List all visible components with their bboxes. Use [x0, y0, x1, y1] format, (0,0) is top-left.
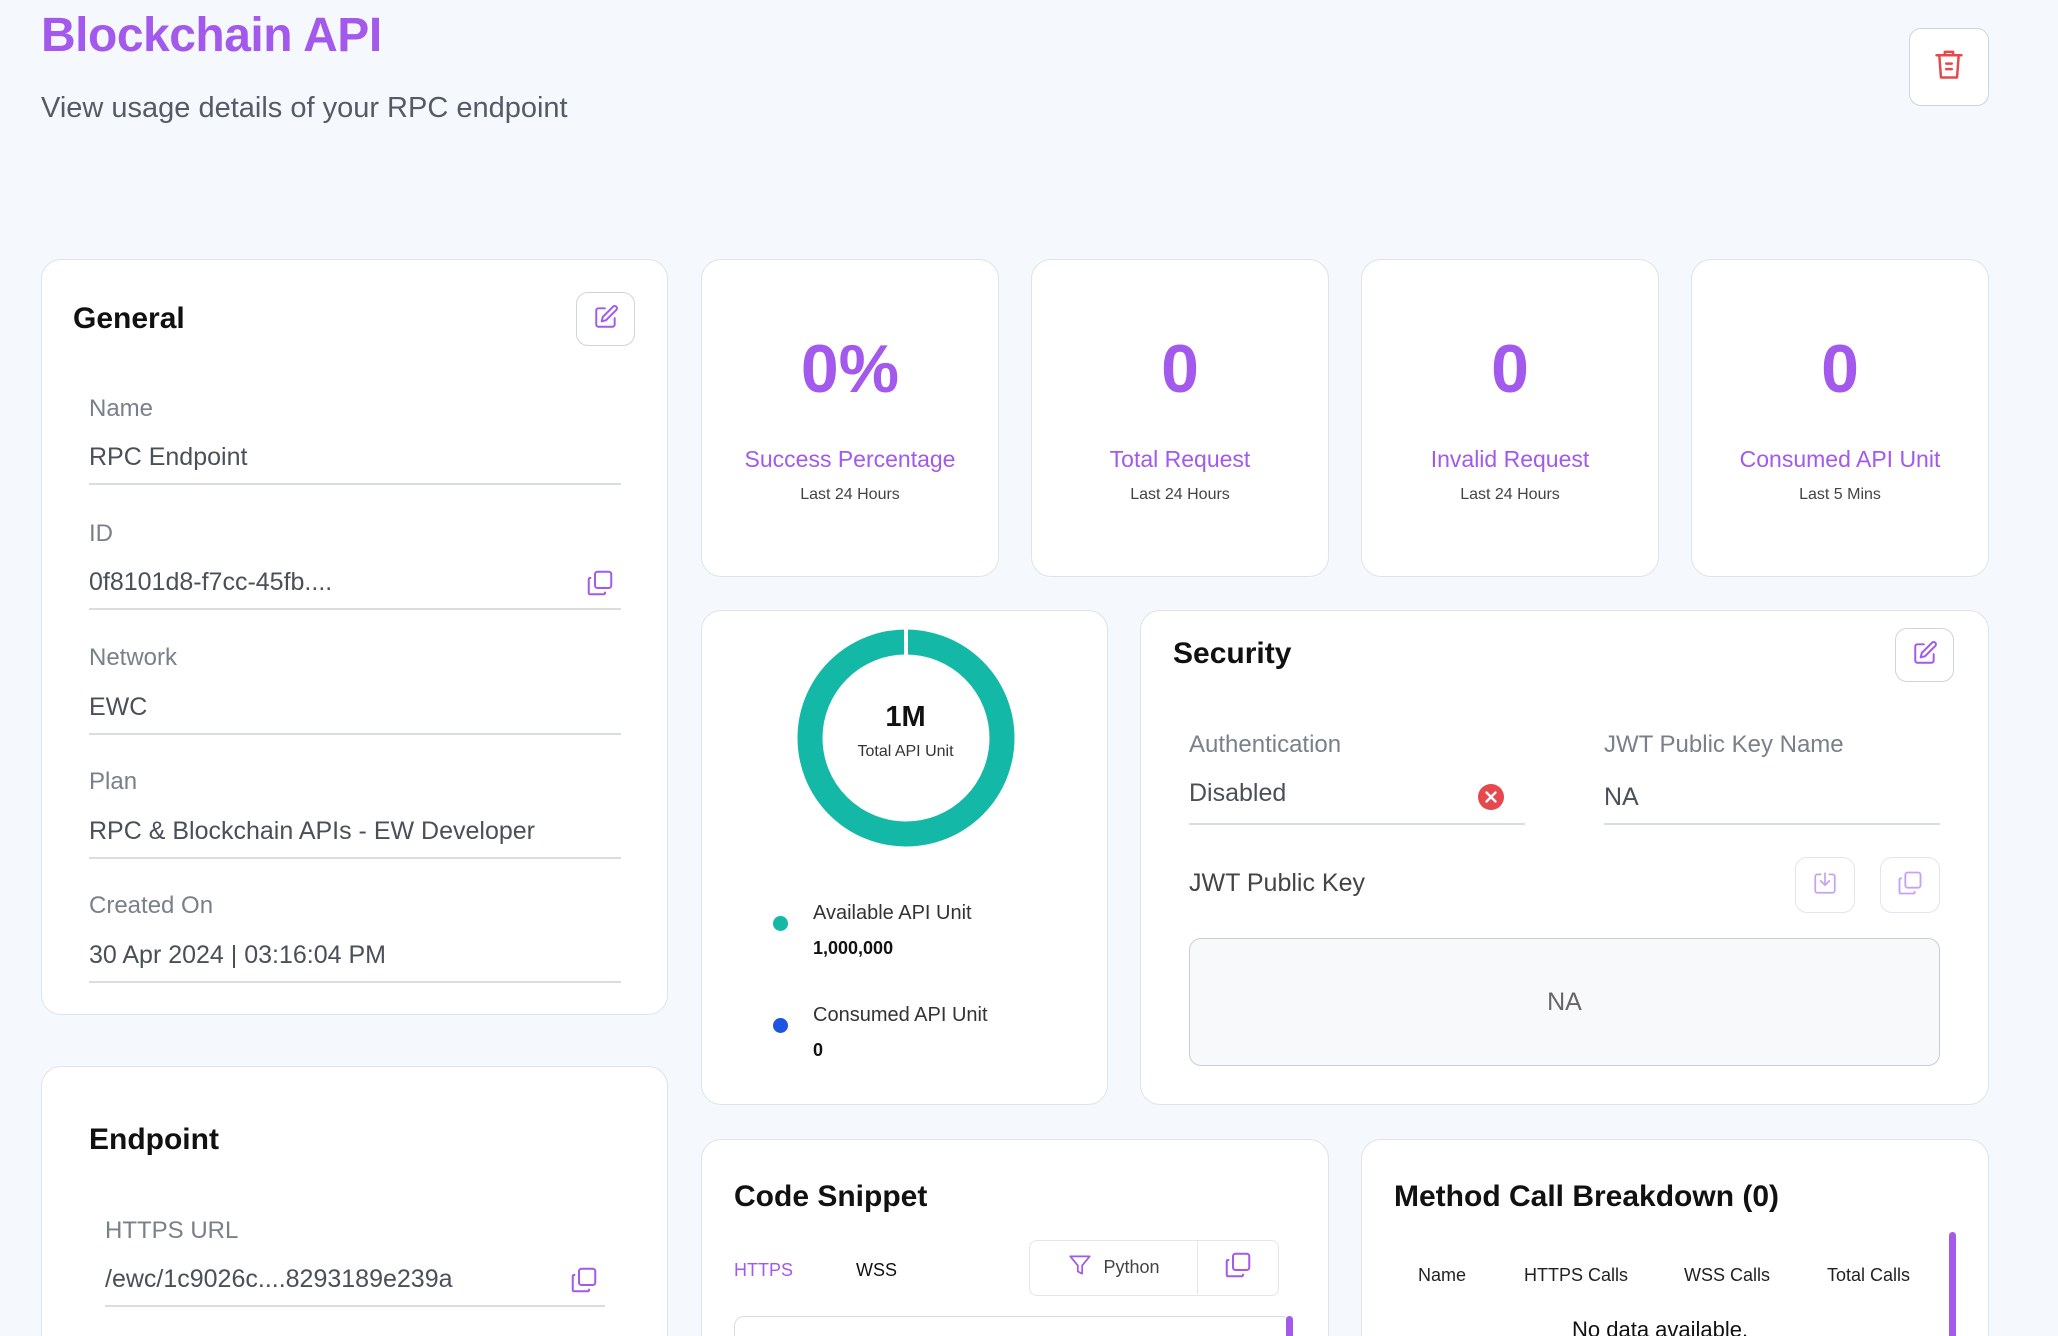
- id-label: ID: [89, 520, 113, 547]
- id-value: 0f8101d8-f7cc-45fb....: [89, 568, 333, 596]
- method-call-breakdown-card: Method Call Breakdown (0) Name HTTPS Cal…: [1361, 1139, 1989, 1336]
- tab-https[interactable]: HTTPS: [734, 1260, 794, 1280]
- copy-snippet-button[interactable]: [1198, 1241, 1278, 1294]
- copy-icon: [1896, 869, 1924, 902]
- security-edit-button[interactable]: [1895, 628, 1954, 682]
- consumed-value: 0: [813, 1040, 824, 1060]
- column-header-name[interactable]: Name: [1418, 1265, 1467, 1285]
- stat-sub: Last 5 Mins: [1799, 486, 1881, 503]
- created-on-label: Created On: [89, 892, 214, 919]
- column-header-https-calls[interactable]: HTTPS Calls: [1524, 1265, 1629, 1285]
- stat-card-total-request: 0 Total Request Last 24 Hours: [1031, 259, 1329, 577]
- table-scrollbar[interactable]: [1949, 1232, 1956, 1336]
- page-title: Blockchain API: [41, 9, 382, 62]
- stat-card-consumed-api-unit: 0 Consumed API Unit Last 5 Mins: [1691, 259, 1989, 577]
- language-label: Python: [1103, 1257, 1160, 1277]
- https-url-value: /ewc/1c9026c....8293189e239a: [105, 1265, 453, 1293]
- security-card: Security Authentication Disabled JWT Pub…: [1140, 610, 1989, 1105]
- stat-value: 0: [1491, 331, 1529, 407]
- edit-icon: [593, 304, 619, 335]
- network-label: Network: [89, 644, 178, 671]
- stat-card-success: 0% Success Percentage Last 24 Hours: [701, 259, 999, 577]
- available-legend-dot: [773, 916, 788, 931]
- snippet-toolbar: Python: [1029, 1240, 1279, 1296]
- stat-label: Success Percentage: [744, 446, 956, 472]
- divider: [1604, 823, 1940, 825]
- created-on-value: 30 Apr 2024 | 03:16:04 PM: [89, 941, 386, 969]
- general-edit-button[interactable]: [576, 292, 635, 346]
- trash-icon: [1932, 47, 1966, 88]
- security-title: Security: [1173, 637, 1292, 670]
- divider: [89, 981, 621, 983]
- method-breakdown-title: Method Call Breakdown (0): [1394, 1180, 1780, 1213]
- https-url-label: HTTPS URL: [105, 1217, 239, 1244]
- download-key-button[interactable]: [1795, 857, 1855, 913]
- stat-label: Invalid Request: [1430, 446, 1590, 472]
- plan-value: RPC & Blockchain APIs - EW Developer: [89, 817, 535, 845]
- name-value: RPC Endpoint: [89, 443, 248, 471]
- code-scrollbar[interactable]: [1286, 1316, 1293, 1336]
- divider: [89, 608, 621, 610]
- endpoint-title: Endpoint: [89, 1123, 219, 1156]
- divider: [89, 483, 621, 485]
- tab-wss[interactable]: WSS: [856, 1260, 898, 1280]
- column-header-total-calls[interactable]: Total Calls: [1827, 1265, 1911, 1285]
- code-block: [734, 1316, 1292, 1336]
- stat-card-invalid-request: 0 Invalid Request Last 24 Hours: [1361, 259, 1659, 577]
- language-select[interactable]: Python: [1030, 1241, 1198, 1294]
- donut-total-label: Total API Unit: [857, 743, 954, 760]
- stat-sub: Last 24 Hours: [1130, 486, 1230, 503]
- donut-available-arc: [797, 629, 1015, 847]
- copy-icon[interactable]: [585, 568, 615, 603]
- jwt-public-key-box: NA: [1189, 938, 1940, 1066]
- general-card: General Name RPC Endpoint ID 0f8101d8-f7…: [41, 259, 668, 1015]
- available-value: 1,000,000: [813, 938, 894, 958]
- api-unit-donut: [797, 628, 1015, 847]
- stat-sub: Last 24 Hours: [1460, 486, 1560, 503]
- available-label: Available API Unit: [813, 902, 972, 924]
- stat-label: Total Request: [1109, 446, 1251, 472]
- copy-key-button[interactable]: [1880, 857, 1940, 913]
- stat-value: 0%: [800, 331, 900, 407]
- jwt-public-key-name-value: NA: [1604, 783, 1639, 811]
- divider: [89, 857, 621, 859]
- download-icon: [1812, 870, 1838, 901]
- general-title: General: [73, 302, 185, 335]
- jwt-public-key-label: JWT Public Key: [1189, 869, 1365, 897]
- endpoint-card: Endpoint HTTPS URL /ewc/1c9026c....82931…: [41, 1066, 668, 1336]
- authentication-label: Authentication: [1189, 731, 1342, 758]
- name-label: Name: [89, 395, 154, 422]
- edit-icon: [1912, 640, 1938, 671]
- copy-icon[interactable]: [569, 1265, 599, 1300]
- column-header-wss-calls[interactable]: WSS Calls: [1684, 1265, 1771, 1285]
- copy-icon: [1223, 1250, 1253, 1285]
- stat-value: 0: [1821, 331, 1859, 407]
- stat-value: 0: [1161, 331, 1199, 407]
- disabled-status-icon: [1477, 783, 1505, 816]
- code-snippet-card: Code Snippet HTTPS WSS Python: [701, 1139, 1329, 1336]
- page-subtitle: View usage details of your RPC endpoint: [41, 92, 568, 124]
- plan-label: Plan: [89, 768, 138, 795]
- stat-sub: Last 24 Hours: [800, 486, 900, 503]
- authentication-value: Disabled: [1189, 779, 1287, 807]
- divider: [1189, 823, 1525, 825]
- stat-label: Consumed API Unit: [1739, 446, 1941, 472]
- divider: [105, 1305, 605, 1307]
- donut-total-value: 1M: [885, 701, 926, 733]
- divider: [89, 733, 621, 735]
- jwt-public-key-name-label: JWT Public Key Name: [1604, 731, 1844, 758]
- delete-button[interactable]: [1909, 28, 1989, 106]
- code-snippet-title: Code Snippet: [734, 1180, 928, 1213]
- consumed-label: Consumed API Unit: [813, 1004, 988, 1026]
- consumed-legend-dot: [773, 1018, 788, 1033]
- empty-state-text: No data available.: [1572, 1317, 1749, 1336]
- network-value: EWC: [89, 693, 148, 721]
- api-unit-card: 1M Total API Unit Available API Unit 1,0…: [701, 610, 1108, 1105]
- filter-icon: [1067, 1252, 1093, 1283]
